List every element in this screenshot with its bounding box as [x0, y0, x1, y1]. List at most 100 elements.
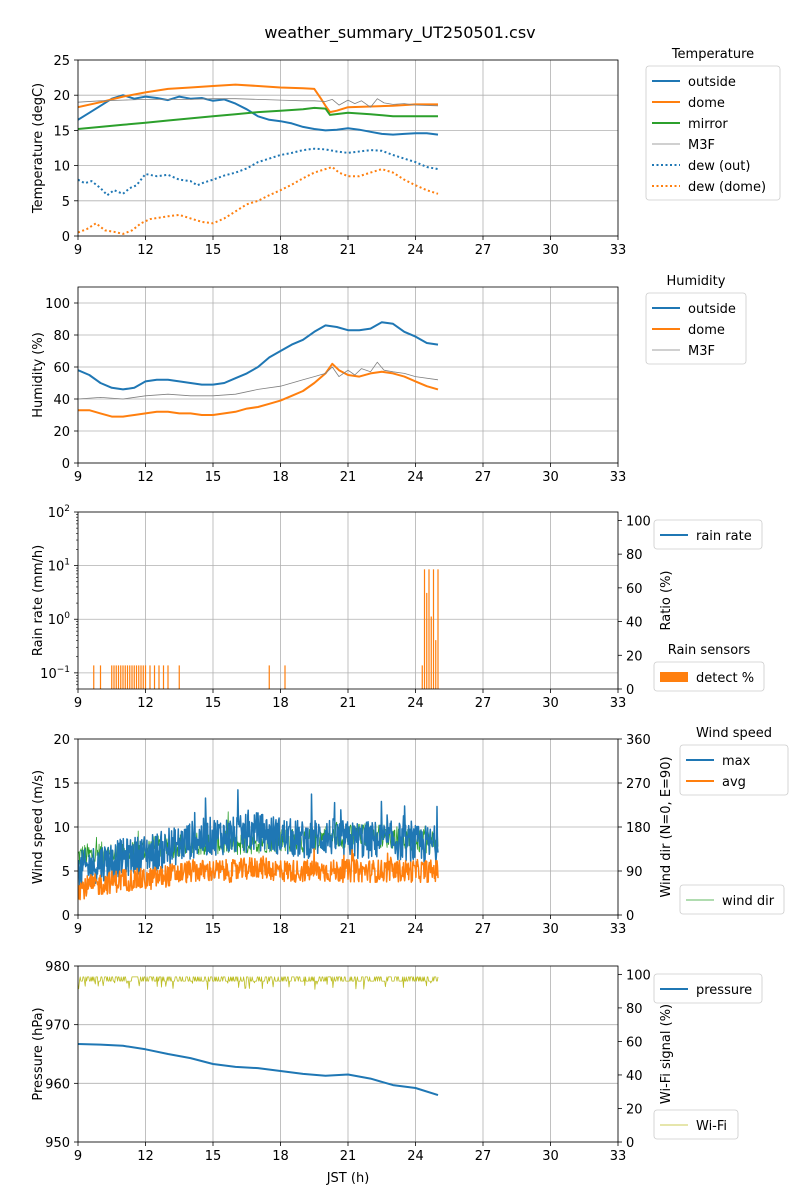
- series-temperature-m3f: [78, 98, 439, 108]
- y-tick-label: 950: [45, 1136, 70, 1151]
- legend-label: avg: [722, 775, 746, 790]
- bar-detect-: [167, 665, 169, 689]
- x-tick-label: 9: [74, 1149, 82, 1164]
- bar-detect-: [284, 665, 286, 689]
- series-temperature-dome: [78, 83, 438, 114]
- x-tick-label: 24: [407, 922, 424, 937]
- legend-label: detect %: [696, 671, 754, 686]
- x-tick-label: 33: [610, 922, 627, 937]
- x-tick-label: 21: [340, 1149, 357, 1164]
- legend-humidity: Humidity outside dome M3F: [645, 274, 747, 365]
- x-tick-label: 12: [137, 922, 154, 937]
- panel-humidity: 9 12 15 18 21 24 27 30 33 0 20 40 60 80 100 Humidity (%…: [31, 274, 747, 485]
- y-axis-label: Temperature (degC): [31, 83, 46, 214]
- legend-label: dome: [688, 323, 725, 338]
- legend-label: M3F: [688, 344, 715, 359]
- x-tick-label: 18: [272, 1149, 289, 1164]
- legend-wind-0: Wind speed max avg: [679, 726, 789, 796]
- bar-detect-: [437, 569, 439, 689]
- bar-detect-: [111, 665, 113, 689]
- legend-label: Wi-Fi: [696, 1119, 727, 1134]
- y-axis-label: Wind speed (m/s): [31, 770, 46, 884]
- y-right-tick-label: 20: [626, 649, 643, 664]
- panel-temperature: 9 12 15 18 21 24 27 30 33 0 5 10 15 20 25 Temperature (…: [31, 47, 781, 258]
- bar-detect-: [162, 665, 165, 689]
- series-pressure-wi-fi: [78, 976, 439, 990]
- series-temperature-outside: [78, 94, 439, 136]
- x-tick-label: 12: [137, 1149, 154, 1164]
- x-tick-label: 9: [74, 696, 82, 711]
- bar-detect-: [153, 665, 156, 689]
- bar-detect-: [93, 665, 95, 689]
- y-tick-label: 15: [53, 124, 70, 139]
- y-tick-label: 60: [53, 361, 70, 376]
- bar-detect-: [113, 665, 115, 689]
- legend-frame: [653, 661, 765, 692]
- legend-title: Humidity: [667, 274, 726, 289]
- bar-detect-: [138, 665, 140, 689]
- y-right-tick-label: 0: [626, 683, 634, 698]
- x-tick-label: 27: [475, 243, 492, 258]
- bar-detect-: [99, 665, 102, 689]
- bar-detect-: [122, 665, 124, 689]
- legend-label: outside: [688, 75, 736, 90]
- bar-detect-: [129, 665, 131, 689]
- bar-detect-: [435, 640, 437, 689]
- x-tick-label: 24: [407, 243, 424, 258]
- series-temperature-dew-out-: [78, 147, 439, 197]
- x-tick-label: 15: [205, 922, 222, 937]
- legend-frame: [653, 519, 763, 550]
- y-tick-label: 100: [48, 611, 71, 628]
- bar-detect-: [421, 665, 423, 689]
- y-right-axis-label: Wind dir (N=0, E=90): [659, 756, 674, 897]
- legend-frame: [653, 1109, 739, 1140]
- y-right-tick-label: 100: [626, 514, 651, 529]
- x-tick-label: 15: [205, 696, 222, 711]
- series-humidity-dome: [78, 362, 439, 418]
- legend-frame: [645, 65, 781, 201]
- y-tick-label: 0: [62, 230, 70, 245]
- bar-detect-: [124, 665, 126, 689]
- bar-detect-: [115, 665, 117, 689]
- figure-title: weather_summary_UT250501.csv: [264, 23, 535, 43]
- bar-detect-: [126, 665, 129, 689]
- series-wind-max: [78, 789, 439, 887]
- y-right-tick-label: 80: [626, 1002, 643, 1017]
- series-humidity-outside: [78, 321, 439, 391]
- y-tick-label: 10−1: [40, 665, 70, 682]
- y-tick-label: 5: [62, 195, 70, 210]
- series-temperature-mirror: [78, 106, 438, 130]
- bar-detect-: [423, 569, 426, 689]
- legend-rain-1: Rain sensors detect %: [653, 643, 765, 692]
- x-tick-label: 21: [340, 243, 357, 258]
- legend-frame: [645, 292, 747, 365]
- x-tick-label: 15: [205, 470, 222, 485]
- y-tick-label: 100: [45, 297, 70, 312]
- legend-label: max: [722, 754, 751, 769]
- plot-area-humidity: [78, 321, 439, 418]
- x-tick-label: 9: [74, 922, 82, 937]
- series-humidity-m3f: [78, 361, 439, 400]
- x-tick-label: 24: [407, 470, 424, 485]
- panel-pressure: 9 12 15 18 21 24 27 30 33 950 960 970 980 Pressure (h…: [31, 960, 763, 1164]
- y-right-tick-label: 270: [626, 777, 651, 792]
- legend-frame: [653, 973, 763, 1004]
- legend-title: Rain sensors: [668, 643, 751, 658]
- y-right-tick-label: 180: [626, 821, 651, 836]
- y-right-tick-label: 60: [626, 582, 643, 597]
- y-right-tick-label: 40: [626, 616, 643, 631]
- y-tick-label: 20: [53, 733, 70, 748]
- y-tick-label: 80: [53, 329, 70, 344]
- x-tick-label: 33: [610, 1149, 627, 1164]
- bar-detect-: [149, 665, 151, 689]
- x-tick-label: 12: [137, 470, 154, 485]
- x-tick-label: 27: [475, 696, 492, 711]
- x-tick-label: 27: [475, 922, 492, 937]
- x-tick-label: 30: [542, 243, 559, 258]
- legend-label: mirror: [688, 117, 728, 132]
- bar-detect-: [432, 569, 435, 689]
- x-tick-label: 30: [542, 1149, 559, 1164]
- legend-label: rain rate: [696, 529, 752, 544]
- plot-area-temperature: [78, 83, 439, 235]
